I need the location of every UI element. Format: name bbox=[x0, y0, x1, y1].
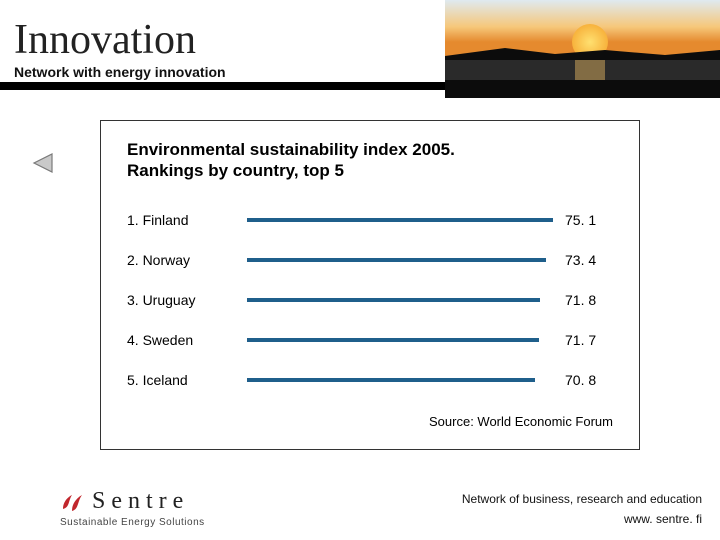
bar bbox=[247, 258, 546, 262]
footer-tagline: Network of business, research and educat… bbox=[462, 492, 702, 506]
bar bbox=[247, 338, 539, 342]
row-value: 75. 1 bbox=[553, 212, 613, 228]
back-button[interactable] bbox=[30, 152, 54, 174]
sunset-icon bbox=[445, 0, 720, 98]
row-label: 3. Uruguay bbox=[127, 292, 247, 308]
ranking-row: 3. Uruguay 71. 8 bbox=[127, 280, 613, 320]
page-title: Innovation bbox=[14, 16, 196, 64]
header-photo bbox=[445, 0, 720, 98]
row-label: 4. Sweden bbox=[127, 332, 247, 348]
header: Innovation Network with energy innovatio… bbox=[0, 12, 720, 90]
page-subtitle: Network with energy innovation bbox=[14, 64, 226, 80]
ranking-card: Environmental sustainability index 2005.… bbox=[100, 120, 640, 450]
bar-cell bbox=[247, 280, 553, 320]
ranking-row: 2. Norway 73. 4 bbox=[127, 240, 613, 280]
card-title-line1: Environmental sustainability index 2005. bbox=[127, 140, 455, 159]
card-title-line2: Rankings by country, top 5 bbox=[127, 161, 344, 180]
row-label: 5. Iceland bbox=[127, 372, 247, 388]
ranking-row: 1. Finland 75. 1 bbox=[127, 200, 613, 240]
bar bbox=[247, 218, 553, 222]
bar bbox=[247, 298, 540, 302]
row-value: 73. 4 bbox=[553, 252, 613, 268]
row-value: 71. 8 bbox=[553, 292, 613, 308]
source-text: Source: World Economic Forum bbox=[127, 414, 613, 429]
footer-url: www. sentre. fi bbox=[624, 512, 702, 526]
row-value: 70. 8 bbox=[553, 372, 613, 388]
ranking-row: 5. Iceland 70. 8 bbox=[127, 360, 613, 400]
card-title: Environmental sustainability index 2005.… bbox=[127, 139, 613, 182]
bar-cell bbox=[247, 320, 553, 360]
logo-mark-icon bbox=[60, 491, 86, 513]
ranking-row: 4. Sweden 71. 7 bbox=[127, 320, 613, 360]
logo-text: Sentre bbox=[92, 488, 189, 515]
bar-cell bbox=[247, 360, 553, 400]
row-label: 2. Norway bbox=[127, 252, 247, 268]
bar-cell bbox=[247, 200, 553, 240]
bar bbox=[247, 378, 535, 382]
row-label: 1. Finland bbox=[127, 212, 247, 228]
logo: Sentre Sustainable Energy Solutions bbox=[60, 488, 205, 528]
bar-cell bbox=[247, 240, 553, 280]
footer: Sentre Sustainable Energy Solutions Netw… bbox=[0, 470, 720, 540]
ranking-rows: 1. Finland 75. 1 2. Norway 73. 4 3. Uruguay 7… bbox=[127, 200, 613, 400]
logo-tagline: Sustainable Energy Solutions bbox=[60, 517, 205, 528]
row-value: 71. 7 bbox=[553, 332, 613, 348]
triangle-left-icon bbox=[30, 152, 54, 174]
